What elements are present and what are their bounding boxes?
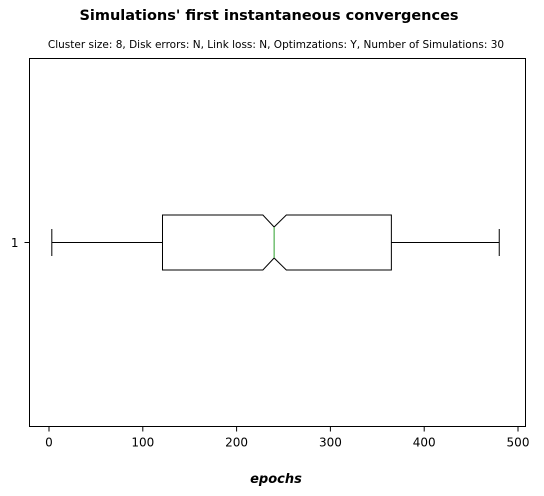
- x-tick-label: 100: [131, 436, 154, 450]
- x-axis-ticks: 0 100 200 300 400 500: [45, 426, 530, 450]
- box-group: [51, 214, 500, 271]
- x-tick-label: 200: [225, 436, 248, 450]
- x-tick-label: 400: [413, 436, 436, 450]
- chart-title: Simulations' first instantaneous converg…: [79, 8, 459, 24]
- x-tick-label: 300: [319, 436, 342, 450]
- x-tick-label: 500: [507, 436, 530, 450]
- chart-subtitle: Cluster size: 8, Disk errors: N, Link lo…: [47, 39, 505, 51]
- box-body: [161, 214, 392, 271]
- y-tick-label: 1: [11, 236, 19, 250]
- x-axis-label: epochs: [250, 472, 302, 487]
- x-tick-label: 0: [45, 436, 53, 450]
- y-axis-ticks: 1: [11, 236, 30, 250]
